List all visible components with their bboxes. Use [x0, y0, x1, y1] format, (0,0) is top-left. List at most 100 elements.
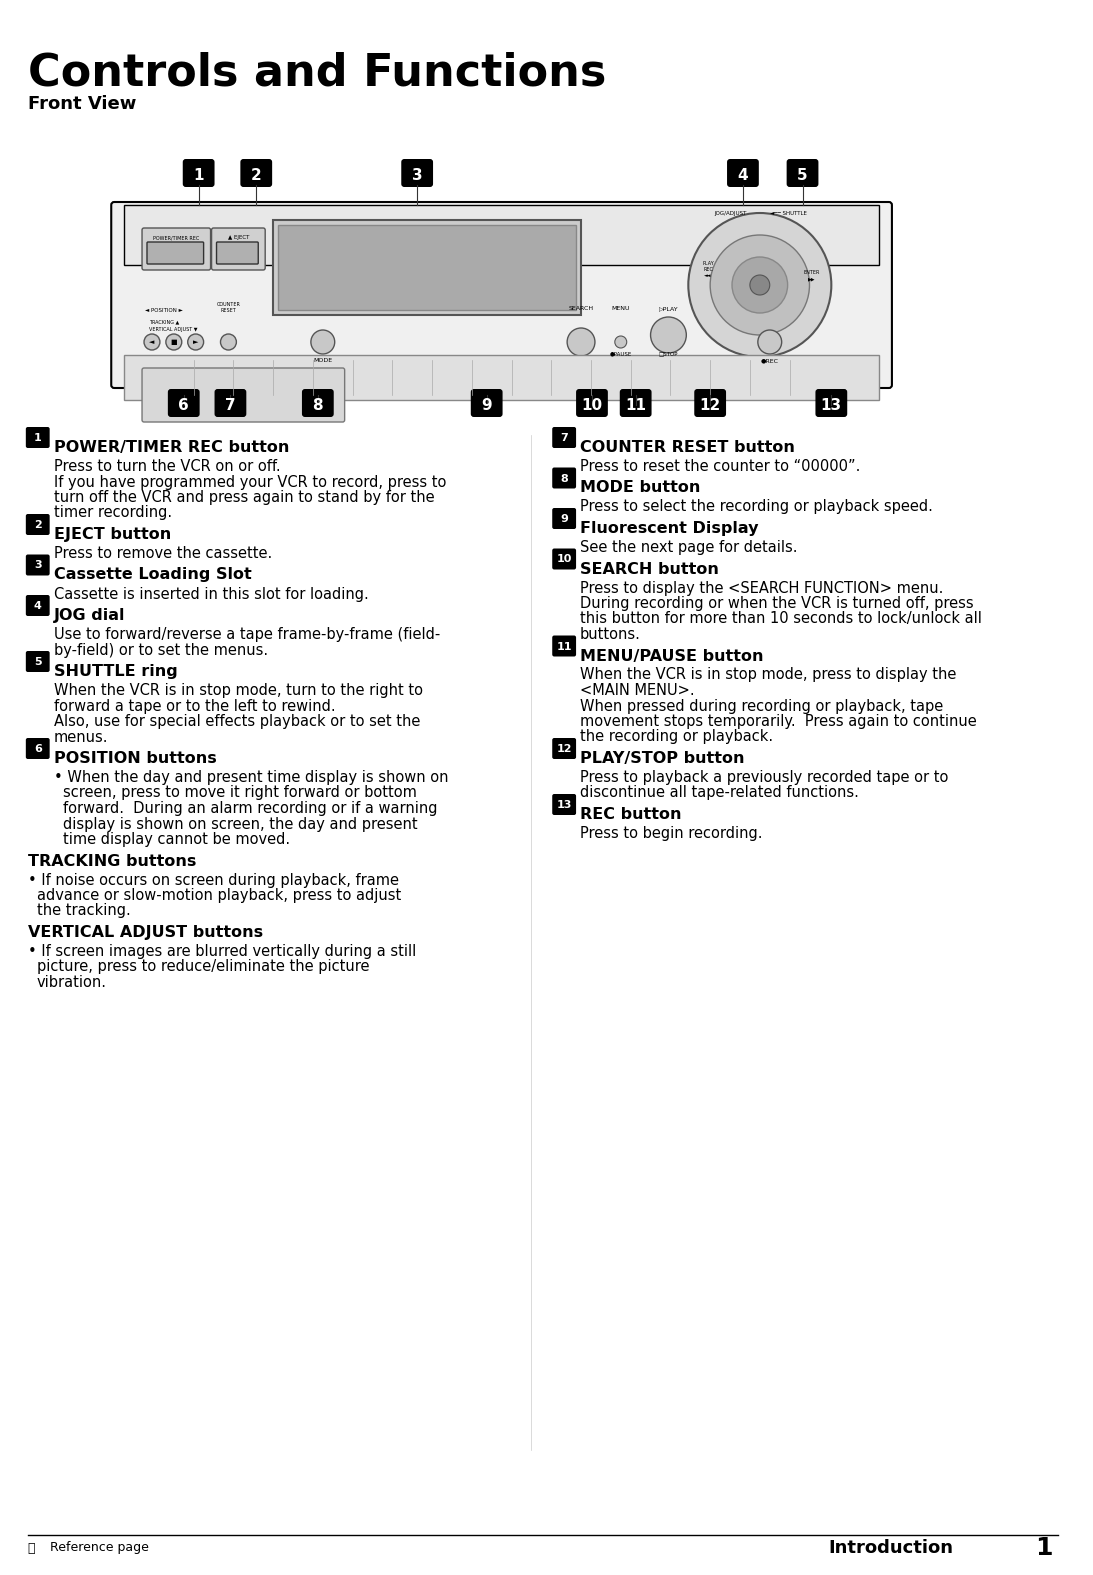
Text: 2: 2 — [34, 520, 42, 531]
Text: 6: 6 — [34, 743, 42, 754]
Text: timer recording.: timer recording. — [54, 506, 172, 520]
Text: this button for more than 10 seconds to lock/unlock all: this button for more than 10 seconds to … — [580, 611, 982, 627]
Text: ▷PLAY: ▷PLAY — [659, 306, 679, 310]
FancyBboxPatch shape — [26, 554, 49, 575]
Text: ◄ POSITION ►: ◄ POSITION ► — [145, 309, 183, 313]
Text: Introduction: Introduction — [828, 1539, 953, 1558]
Bar — [278, 225, 576, 310]
Text: MENU: MENU — [611, 306, 630, 310]
FancyBboxPatch shape — [26, 739, 49, 759]
Text: • If screen images are blurred vertically during a still: • If screen images are blurred verticall… — [27, 943, 416, 959]
Text: TRACKING ▲: TRACKING ▲ — [149, 320, 179, 324]
Circle shape — [732, 257, 788, 313]
Circle shape — [221, 334, 236, 350]
Bar — [125, 205, 879, 265]
FancyBboxPatch shape — [620, 389, 651, 417]
Circle shape — [188, 334, 203, 350]
Text: See the next page for details.: See the next page for details. — [580, 540, 798, 554]
Text: ●REC: ●REC — [761, 358, 778, 362]
Text: Use to forward/reverse a tape frame-by-frame (field-: Use to forward/reverse a tape frame-by-f… — [54, 627, 439, 643]
Circle shape — [614, 335, 626, 348]
Text: 1: 1 — [34, 433, 42, 443]
Text: movement stops temporarily.  Press again to continue: movement stops temporarily. Press again … — [580, 713, 977, 729]
Text: Cassette Loading Slot: Cassette Loading Slot — [54, 567, 251, 583]
Text: 12: 12 — [700, 397, 720, 413]
Text: 1: 1 — [1035, 1536, 1053, 1559]
FancyBboxPatch shape — [146, 243, 203, 265]
Text: Cassette is inserted in this slot for loading.: Cassette is inserted in this slot for lo… — [54, 586, 368, 602]
Text: ►: ► — [193, 339, 198, 345]
Text: JOG dial: JOG dial — [54, 608, 125, 624]
Text: JOG/ADJUST: JOG/ADJUST — [714, 211, 747, 216]
Text: discontinue all tape-related functions.: discontinue all tape-related functions. — [580, 786, 859, 800]
Text: Press to remove the cassette.: Press to remove the cassette. — [54, 547, 272, 561]
Text: ▲ EJECT: ▲ EJECT — [227, 235, 249, 239]
Text: MODE button: MODE button — [580, 480, 701, 496]
Text: by-field) or to set the menus.: by-field) or to set the menus. — [54, 643, 268, 657]
Text: 13: 13 — [556, 800, 572, 810]
Text: When pressed during recording or playback, tape: When pressed during recording or playbac… — [580, 698, 943, 713]
Text: picture, press to reduce/eliminate the picture: picture, press to reduce/eliminate the p… — [37, 959, 369, 975]
Circle shape — [650, 317, 686, 353]
Text: 7: 7 — [225, 397, 236, 413]
Text: Press to playback a previously recorded tape or to: Press to playback a previously recorded … — [580, 770, 949, 784]
Text: 12: 12 — [556, 743, 572, 754]
FancyBboxPatch shape — [26, 427, 49, 447]
Text: buttons.: buttons. — [580, 627, 640, 643]
Circle shape — [757, 331, 781, 354]
Text: 3: 3 — [412, 167, 423, 183]
FancyBboxPatch shape — [552, 548, 576, 570]
FancyBboxPatch shape — [216, 243, 258, 265]
Text: EJECT button: EJECT button — [54, 528, 171, 542]
Text: 5: 5 — [797, 167, 808, 183]
FancyBboxPatch shape — [212, 228, 266, 269]
Text: forward.  During an alarm recording or if a warning: forward. During an alarm recording or if… — [62, 802, 437, 816]
Text: During recording or when the VCR is turned off, press: During recording or when the VCR is turn… — [580, 595, 974, 611]
Text: vibration.: vibration. — [37, 975, 107, 991]
Text: 4: 4 — [738, 167, 749, 183]
FancyBboxPatch shape — [815, 389, 847, 417]
FancyBboxPatch shape — [168, 389, 200, 417]
Text: POWER/TIMER REC: POWER/TIMER REC — [153, 235, 199, 239]
Circle shape — [166, 334, 181, 350]
Text: 10: 10 — [556, 554, 572, 564]
Text: PLAY/STOP button: PLAY/STOP button — [580, 751, 744, 765]
Text: • When the day and present time display is shown on: • When the day and present time display … — [54, 770, 448, 784]
Circle shape — [310, 331, 334, 354]
Text: ■: ■ — [171, 339, 177, 345]
Circle shape — [750, 276, 769, 295]
FancyBboxPatch shape — [214, 389, 246, 417]
Text: VERTICAL ADJUST ▼: VERTICAL ADJUST ▼ — [149, 328, 198, 332]
Text: Press to display the <SEARCH FUNCTION> menu.: Press to display the <SEARCH FUNCTION> m… — [580, 581, 943, 595]
FancyBboxPatch shape — [552, 635, 576, 657]
Text: TRACKING buttons: TRACKING buttons — [27, 854, 196, 868]
Text: advance or slow-motion playback, press to adjust: advance or slow-motion playback, press t… — [37, 888, 401, 902]
Text: 1: 1 — [193, 167, 204, 183]
Text: Press to turn the VCR on or off.: Press to turn the VCR on or off. — [54, 458, 280, 474]
Text: Fluorescent Display: Fluorescent Display — [580, 521, 759, 536]
FancyBboxPatch shape — [142, 228, 211, 269]
Circle shape — [144, 334, 160, 350]
Text: ◄── SHUTTLE: ◄── SHUTTLE — [769, 211, 807, 216]
Text: SEARCH: SEARCH — [568, 306, 593, 310]
Text: □STOP: □STOP — [659, 351, 678, 356]
Text: 4: 4 — [34, 602, 42, 611]
Text: 11: 11 — [625, 397, 646, 413]
Text: turn off the VCR and press again to stand by for the: turn off the VCR and press again to stan… — [54, 490, 434, 506]
Text: 13: 13 — [821, 397, 842, 413]
Text: 📖: 📖 — [27, 1542, 35, 1555]
FancyBboxPatch shape — [26, 595, 49, 616]
FancyBboxPatch shape — [576, 389, 608, 417]
FancyBboxPatch shape — [302, 389, 333, 417]
FancyBboxPatch shape — [727, 159, 759, 187]
Text: 3: 3 — [34, 561, 42, 570]
Text: 7: 7 — [561, 433, 568, 443]
Text: 9: 9 — [481, 397, 492, 413]
Text: COUNTER
RESET: COUNTER RESET — [216, 302, 240, 313]
FancyBboxPatch shape — [552, 509, 576, 529]
Text: SEARCH button: SEARCH button — [580, 562, 719, 576]
FancyBboxPatch shape — [552, 794, 576, 814]
FancyBboxPatch shape — [26, 513, 49, 536]
Text: POWER/TIMER REC button: POWER/TIMER REC button — [54, 439, 289, 455]
Text: Controls and Functions: Controls and Functions — [27, 52, 607, 94]
